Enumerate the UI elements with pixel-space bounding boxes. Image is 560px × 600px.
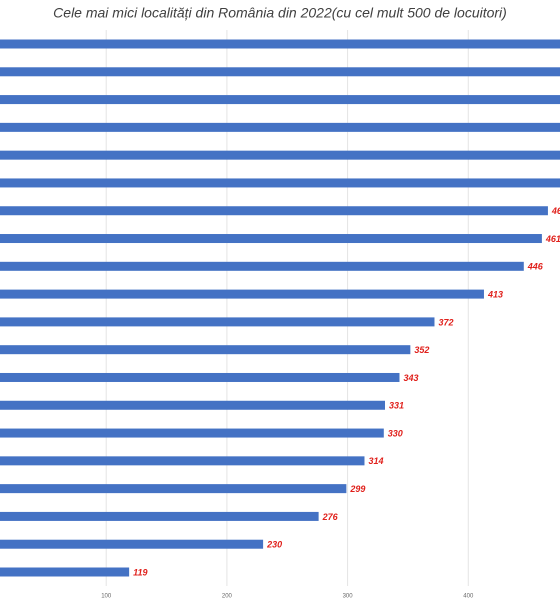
bar [0, 289, 484, 299]
bar [0, 456, 365, 466]
value-label: 299 [349, 484, 365, 494]
bar [0, 539, 264, 549]
bar [0, 122, 560, 132]
value-label: 314 [368, 456, 383, 466]
value-label: 372 [438, 317, 453, 327]
value-label: 119 [133, 567, 147, 577]
bar [0, 345, 411, 355]
bar [0, 317, 435, 327]
bar [0, 67, 560, 77]
bar [0, 150, 560, 160]
x-tick-label: 100 [101, 594, 112, 600]
x-tick-label: 300 [343, 594, 354, 600]
bar [0, 178, 560, 188]
value-label: 276 [322, 512, 339, 522]
value-label: 343 [403, 373, 418, 383]
value-label: 466 [551, 206, 560, 216]
bar [0, 428, 384, 438]
chart-title: Cele mai mici localități din România din… [53, 5, 507, 21]
bar [0, 39, 560, 49]
value-label: 331 [389, 401, 404, 411]
x-tick-label: 400 [463, 594, 474, 600]
value-label: 352 [414, 345, 429, 355]
bar [0, 484, 347, 494]
value-label: 330 [388, 428, 403, 438]
bar [0, 400, 385, 410]
bar [0, 567, 130, 577]
value-label: 413 [487, 289, 503, 299]
bar [0, 95, 560, 105]
bar [0, 372, 400, 382]
x-tick-label: 200 [222, 594, 233, 600]
value-label: 446 [527, 262, 544, 272]
bar [0, 206, 548, 216]
value-label: 461 [545, 234, 560, 244]
bar [0, 234, 542, 244]
bar [0, 511, 319, 521]
value-label: 230 [266, 540, 282, 550]
bar [0, 261, 524, 271]
